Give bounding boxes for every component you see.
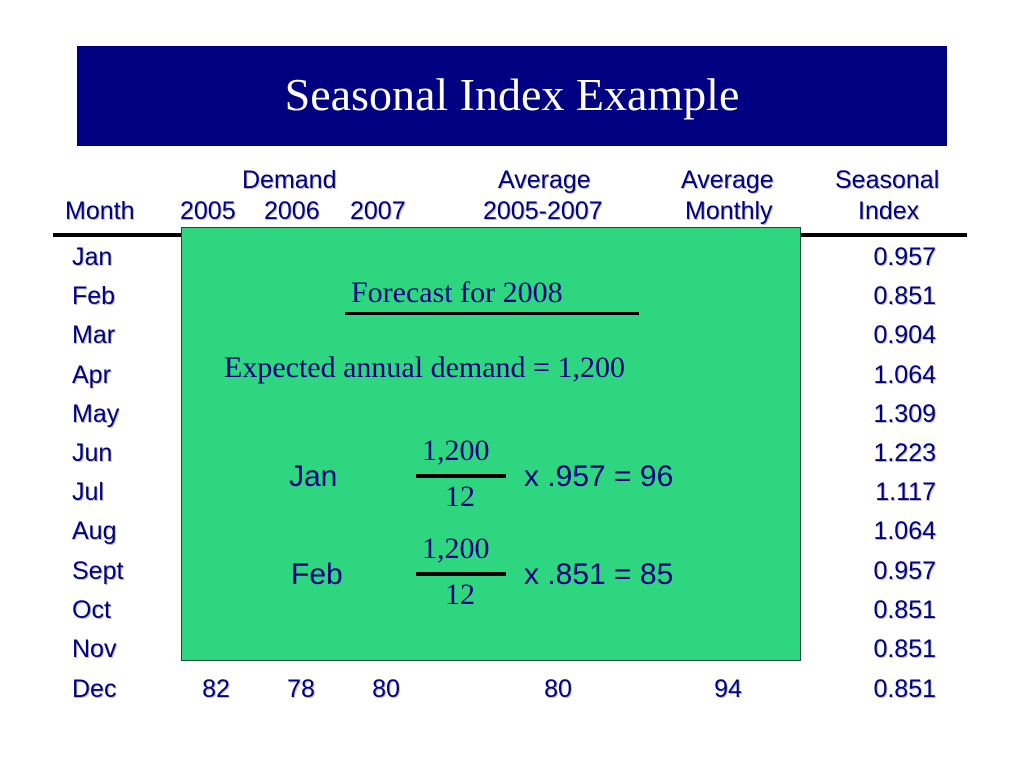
month-label: Apr [72,361,111,389]
header-month: Month [65,197,135,225]
seasonal-index-value: 1.309 [873,400,936,428]
title-banner: Seasonal Index Example [77,46,947,146]
example-feb-numerator: 1,200 [422,532,490,565]
seasonal-index-value: 0.851 [873,282,936,310]
month-label: Oct [72,596,111,624]
header-average: Average [498,166,591,194]
month-label: Aug [72,517,117,545]
header-seasonal: Seasonal [835,166,940,194]
slide-title: Seasonal Index Example [284,69,740,120]
month-label: Feb [72,282,116,310]
header-demand: Demand [242,166,337,194]
header-monthly: Monthly [685,197,773,225]
header-average-2: Average [681,166,774,194]
example-feb-denominator: 12 [445,578,475,611]
seasonal-index-value: 0.957 [873,243,936,271]
header-2007: 2007 [350,197,406,225]
example-jan-result: x .957 = 96 [524,460,674,493]
example-feb-result: x .851 = 85 [524,558,674,591]
annual-demand-text: Expected annual demand = 1,200 [224,351,625,384]
example-jan-label: Jan [289,460,338,493]
example-feb-label: Feb [291,558,343,591]
header-index: Index [858,197,920,225]
seasonal-index-value: 0.851 [873,596,936,624]
dec-demand-2005: 82 [202,675,230,703]
month-label: Sept [72,557,124,585]
heading-underline [345,312,639,315]
seasonal-index-value: 0.957 [873,557,936,585]
month-label: Jun [72,439,113,467]
seasonal-index-value: 0.851 [873,635,936,663]
month-label: Nov [72,635,117,663]
seasonal-index-value: 1.117 [875,478,936,506]
example-jan-fraction-bar [416,474,506,478]
forecast-overlay: Forecast for 2008 Expected annual demand… [181,227,801,661]
dec-demand-2007: 80 [372,675,400,703]
dec-demand-2006: 78 [287,675,315,703]
seasonal-index-value: 1.064 [873,361,936,389]
header-2005: 2005 [180,197,236,225]
dec-average-monthly: 94 [714,675,742,703]
forecast-heading: Forecast for 2008 [351,276,563,309]
month-label: Mar [72,321,116,349]
month-label: Jul [72,478,104,506]
seasonal-index-value: 0.851 [873,675,936,703]
example-jan-denominator: 12 [445,480,475,513]
seasonal-index-value: 0.904 [873,321,936,349]
example-feb-fraction-bar [416,572,506,576]
seasonal-index-value: 1.223 [873,439,936,467]
month-label: Jan [72,243,113,271]
header-average-range: 2005-2007 [483,197,603,225]
month-label: May [72,400,120,428]
example-jan-numerator: 1,200 [422,434,490,467]
month-label: Dec [72,675,117,703]
dec-average: 80 [544,675,572,703]
seasonal-index-value: 1.064 [873,517,936,545]
header-2006: 2006 [264,197,320,225]
